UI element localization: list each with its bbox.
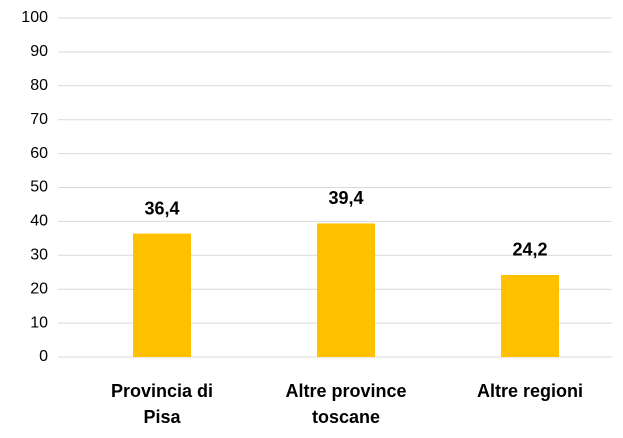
data-label: 24,2 [512, 240, 547, 260]
y-tick-label: 30 [30, 247, 48, 264]
x-tick-label: Provincia di Pisa [111, 381, 213, 427]
y-tick-label: 100 [21, 9, 48, 26]
bar [133, 233, 191, 357]
bar [317, 223, 375, 357]
bar [501, 274, 559, 357]
y-tick-label: 90 [30, 43, 48, 60]
x-tick-label: Altre regioni [477, 381, 583, 401]
data-label: 36,4 [144, 198, 179, 218]
y-tick-label: 60 [30, 145, 48, 162]
y-tick-label: 80 [30, 77, 48, 94]
x-tick-label: Altre province toscane [285, 381, 406, 427]
y-tick-label: 20 [30, 280, 48, 297]
y-tick-label: 50 [30, 179, 48, 196]
y-tick-label: 40 [30, 213, 48, 230]
y-tick-label: 10 [30, 314, 48, 331]
y-tick-label: 0 [39, 348, 48, 365]
y-tick-label: 70 [30, 111, 48, 128]
data-label: 39,4 [328, 188, 363, 208]
